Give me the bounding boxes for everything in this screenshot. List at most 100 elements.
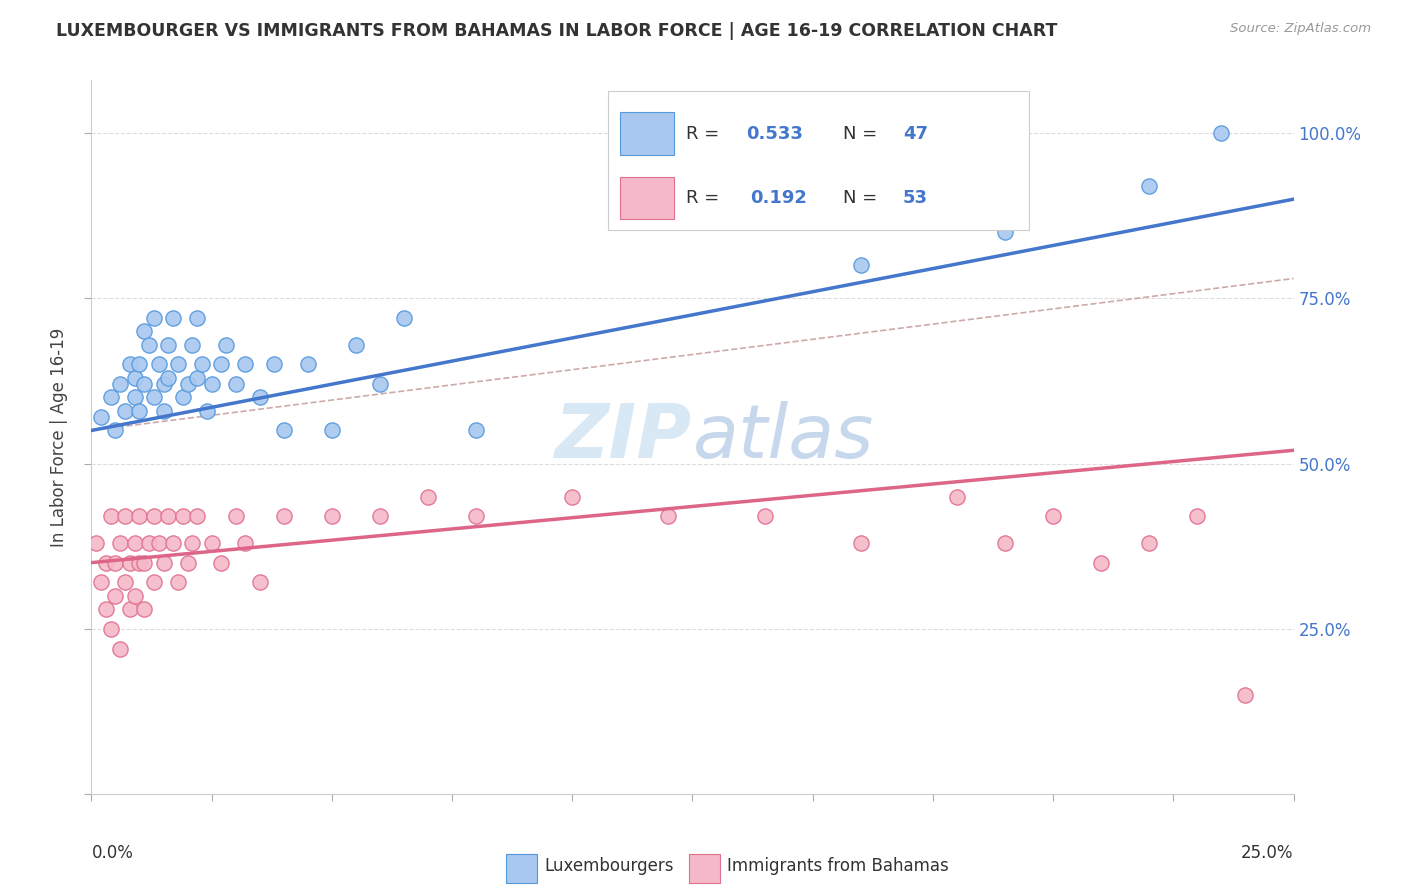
- Point: [1137, 179, 1160, 194]
- Point: [249, 575, 271, 590]
- Y-axis label: In Labor Force | Age 16-19: In Labor Force | Age 16-19: [51, 327, 69, 547]
- Point: [1187, 509, 1209, 524]
- Point: [392, 311, 415, 326]
- Point: [215, 337, 238, 351]
- Text: LUXEMBOURGER VS IMMIGRANTS FROM BAHAMAS IN LABOR FORCE | AGE 16-19 CORRELATION C: LUXEMBOURGER VS IMMIGRANTS FROM BAHAMAS …: [56, 22, 1057, 40]
- Point: [994, 225, 1017, 239]
- Point: [416, 490, 439, 504]
- Text: N =: N =: [842, 125, 883, 143]
- Point: [273, 509, 295, 524]
- Point: [849, 536, 872, 550]
- Point: [344, 337, 367, 351]
- FancyBboxPatch shape: [620, 112, 675, 155]
- Point: [249, 391, 271, 405]
- Point: [152, 403, 174, 417]
- Point: [186, 311, 208, 326]
- Point: [142, 509, 165, 524]
- Point: [124, 589, 146, 603]
- Point: [181, 337, 204, 351]
- Point: [172, 391, 194, 405]
- Point: [321, 509, 343, 524]
- Point: [114, 509, 136, 524]
- Text: Immigrants from Bahamas: Immigrants from Bahamas: [727, 857, 949, 875]
- Text: 0.0%: 0.0%: [91, 844, 134, 862]
- Text: atlas: atlas: [692, 401, 875, 473]
- Point: [94, 602, 117, 616]
- Point: [321, 424, 343, 438]
- Point: [465, 424, 488, 438]
- Point: [84, 536, 107, 550]
- Point: [172, 509, 194, 524]
- Point: [124, 370, 146, 384]
- Point: [754, 509, 776, 524]
- Point: [90, 575, 112, 590]
- Point: [142, 575, 165, 590]
- Point: [134, 602, 156, 616]
- Point: [157, 370, 180, 384]
- Point: [186, 370, 208, 384]
- Text: 25.0%: 25.0%: [1241, 844, 1294, 862]
- Point: [100, 391, 122, 405]
- Point: [233, 358, 256, 372]
- Text: 47: 47: [903, 125, 928, 143]
- Point: [128, 358, 150, 372]
- Point: [561, 490, 583, 504]
- Point: [849, 258, 872, 272]
- Point: [176, 377, 198, 392]
- Point: [167, 575, 190, 590]
- Point: [110, 641, 132, 656]
- Point: [114, 403, 136, 417]
- Point: [263, 358, 285, 372]
- Point: [118, 556, 141, 570]
- Text: 0.192: 0.192: [751, 189, 807, 207]
- Text: Source: ZipAtlas.com: Source: ZipAtlas.com: [1230, 22, 1371, 36]
- Point: [134, 324, 156, 338]
- Point: [152, 377, 174, 392]
- Point: [142, 391, 165, 405]
- FancyBboxPatch shape: [620, 177, 675, 219]
- Point: [118, 602, 141, 616]
- Point: [191, 358, 214, 372]
- Point: [138, 536, 160, 550]
- Text: Luxembourgers: Luxembourgers: [544, 857, 673, 875]
- Point: [152, 556, 174, 570]
- Point: [162, 311, 184, 326]
- Point: [104, 556, 127, 570]
- Point: [128, 556, 150, 570]
- Point: [128, 509, 150, 524]
- Point: [124, 391, 146, 405]
- Point: [1211, 126, 1233, 140]
- Point: [195, 403, 218, 417]
- Point: [946, 490, 969, 504]
- Point: [100, 622, 122, 636]
- Point: [1042, 509, 1064, 524]
- Text: ZIP: ZIP: [555, 401, 692, 474]
- Point: [157, 509, 180, 524]
- Point: [176, 556, 198, 570]
- Point: [465, 509, 488, 524]
- Point: [114, 575, 136, 590]
- Point: [90, 410, 112, 425]
- Point: [167, 358, 190, 372]
- Point: [134, 377, 156, 392]
- Point: [118, 358, 141, 372]
- Point: [110, 536, 132, 550]
- Point: [368, 509, 391, 524]
- Point: [110, 377, 132, 392]
- Point: [124, 536, 146, 550]
- Point: [1137, 536, 1160, 550]
- FancyBboxPatch shape: [609, 91, 1029, 230]
- Point: [104, 424, 127, 438]
- Point: [994, 536, 1017, 550]
- Text: R =: R =: [686, 189, 731, 207]
- Point: [233, 536, 256, 550]
- Point: [201, 536, 224, 550]
- Point: [225, 509, 247, 524]
- Text: N =: N =: [842, 189, 883, 207]
- Text: R =: R =: [686, 125, 725, 143]
- Text: 0.533: 0.533: [747, 125, 803, 143]
- Point: [104, 589, 127, 603]
- Point: [134, 556, 156, 570]
- Point: [201, 377, 224, 392]
- Point: [209, 556, 232, 570]
